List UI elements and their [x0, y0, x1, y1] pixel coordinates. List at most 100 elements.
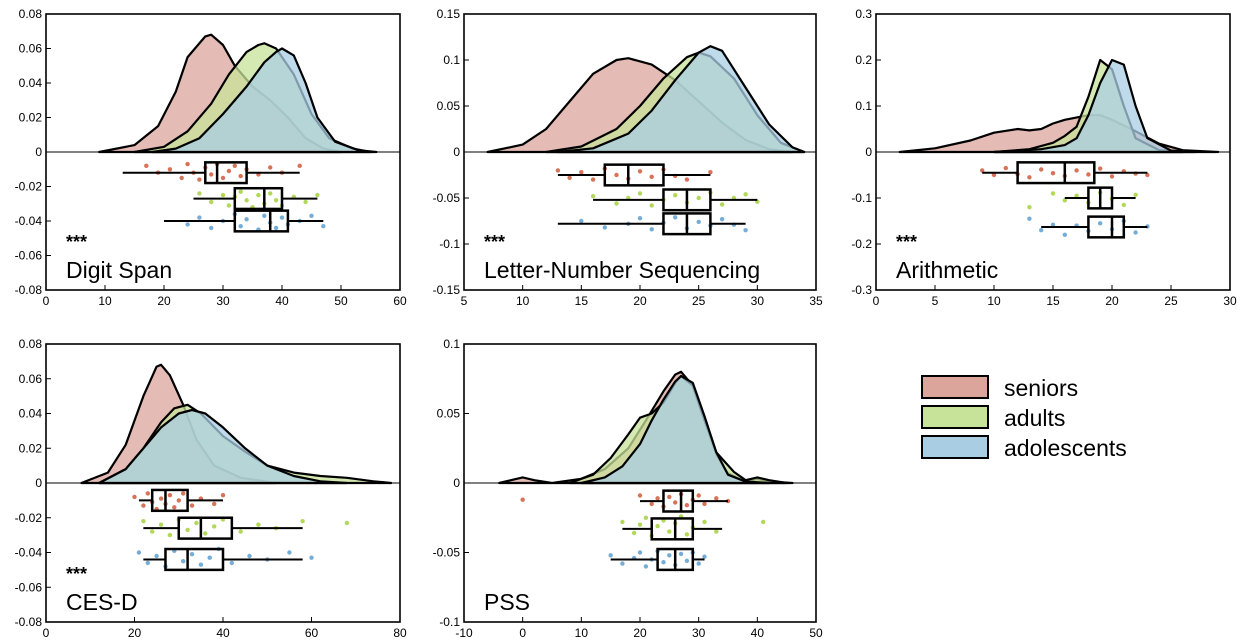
point-seniors — [179, 175, 184, 181]
y-tick-label: 0.2 — [855, 53, 872, 67]
y-tick-label: -0.05 — [433, 191, 461, 205]
x-tick-label: 50 — [809, 626, 823, 640]
point-seniors — [590, 177, 596, 182]
box-adults — [233, 186, 284, 211]
point-seniors — [167, 167, 173, 172]
point-adolescents — [1062, 232, 1068, 237]
point-seniors — [167, 493, 173, 498]
point-adults — [150, 529, 155, 534]
point-adolescents — [238, 224, 243, 229]
point-seniors — [212, 501, 217, 507]
y-tick-label: -0.06 — [15, 580, 43, 594]
point-adults — [303, 199, 308, 205]
point-adults — [702, 519, 707, 525]
point-adolescents — [667, 553, 672, 558]
density-adolescents — [992, 58, 1196, 154]
point-adolescents — [247, 553, 252, 559]
y-tick-label: 0 — [35, 476, 42, 490]
y-tick-label: -0.04 — [15, 546, 43, 560]
panel-ces-d: 0 20 40 60 80 -0.08 -0.06 -0.04 -0.02 0 0.02 0.04 0.… — [15, 337, 407, 640]
point-adolescents — [637, 216, 643, 221]
point-adolescents — [309, 213, 314, 218]
point-adults — [761, 519, 766, 525]
legend: seniors adults adolescents — [921, 375, 1127, 461]
point-adolescents — [154, 553, 159, 559]
x-tick-label: 40 — [275, 294, 289, 308]
point-adolescents — [273, 225, 279, 231]
point-seniors — [579, 170, 584, 175]
box-adolescents — [164, 547, 225, 572]
y-tick-label: -0.02 — [15, 180, 43, 194]
x-tick-label: 0 — [519, 626, 526, 640]
point-adolescents — [209, 225, 214, 231]
point-adults — [637, 522, 643, 527]
point-adolescents — [696, 561, 701, 566]
x-tick-label: 10 — [516, 294, 530, 308]
point-adults — [643, 515, 649, 520]
point-seniors — [1039, 167, 1044, 172]
point-adolescents — [145, 560, 150, 566]
panel-title: CES-D — [66, 589, 138, 615]
y-tick-label: -0.05 — [433, 546, 461, 560]
point-adolescents — [262, 213, 267, 218]
x-tick-label: 30 — [216, 294, 230, 308]
point-adults — [256, 192, 261, 198]
y-tick-label: -0.04 — [15, 214, 43, 228]
point-adolescents — [244, 217, 249, 222]
x-tick-label: 5 — [932, 294, 939, 308]
point-seniors — [172, 505, 177, 510]
point-adolescents — [661, 560, 666, 565]
point-seniors — [297, 163, 302, 168]
point-seniors — [708, 170, 713, 175]
y-tick-label: 0 — [453, 476, 460, 490]
point-seniors — [696, 493, 701, 498]
point-seniors — [673, 500, 678, 505]
point-adolescents — [702, 554, 707, 559]
x-tick-label: 30 — [692, 626, 706, 640]
y-tick-label: 0.1 — [443, 337, 460, 351]
point-adolescents — [198, 562, 204, 567]
point-seniors — [567, 175, 572, 180]
y-tick-label: 0.02 — [19, 111, 43, 125]
point-adults — [696, 195, 701, 201]
point-seniors — [220, 175, 226, 181]
density-adolescents — [580, 374, 771, 485]
point-adolescents — [321, 224, 326, 229]
y-tick-label: 0.05 — [437, 407, 461, 421]
point-adults — [1133, 192, 1138, 197]
point-seniors — [1109, 174, 1115, 179]
point-seniors — [268, 165, 273, 170]
y-tick-label: -0.02 — [15, 511, 43, 525]
x-tick-label: 40 — [216, 626, 230, 640]
point-adolescents — [181, 559, 186, 564]
point-adolescents — [229, 560, 234, 566]
x-tick-label: 15 — [575, 294, 589, 308]
point-adolescents — [287, 550, 292, 555]
point-adults — [256, 522, 261, 527]
panel-pss: -10 0 10 20 30 40 50 -0.1 -0.05 0 0.05 0.1 PSS — [433, 337, 823, 640]
point-adults — [185, 527, 190, 533]
x-tick-label: 0 — [43, 294, 50, 308]
point-adolescents — [207, 555, 212, 560]
panel-arithmetic: 0 5 10 15 20 25 30 -0.3 -0.2 -0.1 0 0.1 0.2 0.3 *** Ari… — [851, 7, 1237, 308]
point-adults — [655, 523, 660, 529]
point-adults — [273, 198, 279, 203]
panel-title: PSS — [484, 589, 530, 615]
point-adults — [158, 522, 164, 527]
y-tick-label: 0 — [865, 145, 872, 159]
y-tick-label: 0.1 — [855, 99, 872, 113]
y-tick-label: 0.06 — [19, 42, 43, 56]
legend-label-adolescents: adolescents — [1004, 435, 1127, 461]
box-seniors — [204, 161, 248, 185]
point-adolescents — [620, 561, 625, 566]
point-seniors — [209, 172, 214, 177]
significance-stars: *** — [484, 232, 505, 252]
box-seniors — [603, 163, 665, 187]
x-tick-label: 20 — [128, 626, 142, 640]
y-tick-label: 0.04 — [19, 407, 43, 421]
point-adults — [637, 191, 643, 196]
x-tick-label: 20 — [157, 294, 171, 308]
x-tick-label: 40 — [751, 626, 765, 640]
point-seniors — [614, 172, 619, 178]
box-seniors — [1016, 161, 1096, 185]
